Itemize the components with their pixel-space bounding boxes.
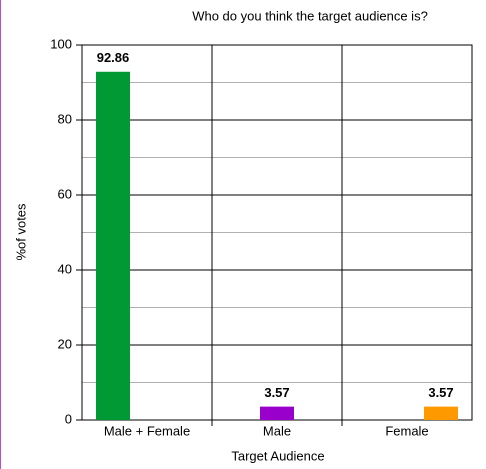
y-tick-label: 100 xyxy=(50,36,72,51)
value-label: 92.86 xyxy=(97,50,130,65)
y-tick-label: 40 xyxy=(58,261,72,276)
value-label: 3.57 xyxy=(428,385,453,400)
x-tick-label: Male + Female xyxy=(104,423,190,438)
y-tick-label: 0 xyxy=(65,411,72,426)
x-tick-label: Female xyxy=(385,423,428,438)
y-tick-label: 80 xyxy=(58,111,72,126)
y-tick-label: 60 xyxy=(58,186,72,201)
bar xyxy=(260,406,294,420)
y-axis-title: %of votes xyxy=(13,203,28,261)
bar xyxy=(424,406,458,420)
y-tick-label: 20 xyxy=(58,336,72,351)
value-label: 3.57 xyxy=(264,385,289,400)
x-axis-title: Target Audience xyxy=(231,448,324,463)
x-tick-label: Male xyxy=(263,423,291,438)
chart-title: Who do you think the target audience is? xyxy=(192,8,428,23)
bar xyxy=(96,71,130,421)
